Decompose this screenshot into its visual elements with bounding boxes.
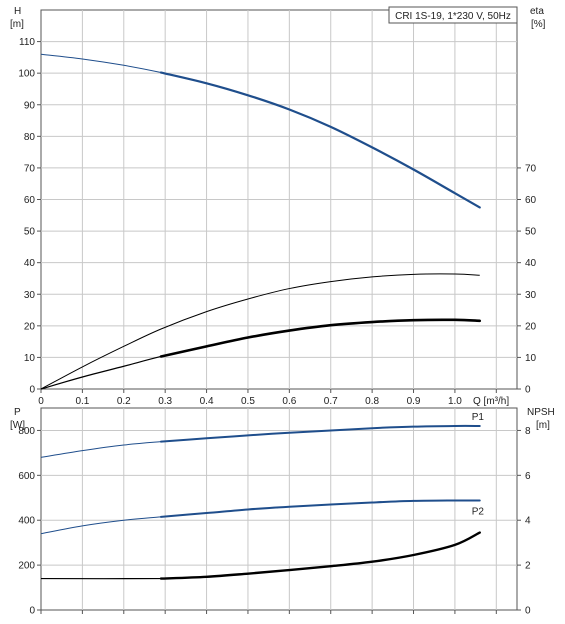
y-tick-label-left: 0 — [29, 606, 35, 617]
series-duty-P2 — [160, 499, 481, 518]
series-label-P2: P2 — [472, 506, 485, 517]
y-tick-label-left: 0 — [29, 385, 35, 396]
x-tick-label: 0.6 — [282, 396, 296, 407]
x-tick-label: 0 — [38, 396, 44, 407]
y-tick-label-left: 50 — [24, 227, 36, 238]
y-tick-label-right: 8 — [525, 426, 531, 437]
title-box — [388, 6, 518, 24]
y-tick-label-left: 200 — [18, 561, 35, 572]
y-axis-unit-left: [m] — [10, 19, 24, 30]
y-axis-label-left: H — [14, 6, 21, 17]
y-tick-label-right: 40 — [525, 258, 537, 269]
y-axis-unit-right: [%] — [531, 19, 546, 30]
series-duty-head — [159, 71, 481, 209]
x-tick-label: 0.8 — [365, 396, 379, 407]
chart-title: CRI 1S-19, 1*230 V, 50Hz — [395, 11, 511, 22]
y-axis-label-right: NPSH — [527, 407, 555, 418]
series-duty-efficiency-thick — [159, 318, 482, 358]
y-axis-unit-right: [m] — [536, 420, 550, 431]
x-tick-label: 1.0 — [448, 396, 462, 407]
x-axis-label: Q [m³/h] — [473, 396, 509, 407]
y-tick-label-left: 100 — [18, 69, 35, 80]
y-tick-label-right: 6 — [525, 471, 531, 482]
y-tick-label-left: 70 — [24, 163, 36, 174]
y-tick-label-left: 110 — [19, 37, 35, 48]
y-tick-label-left: 40 — [24, 258, 36, 269]
x-tick-label: 0.2 — [117, 396, 131, 407]
power-npsh-chart: 0 200 400 600 800 0 2 4 6 8 P1 P2 P [W] NPSH [m] — [10, 407, 555, 617]
y-tick-label-left: 400 — [18, 516, 35, 527]
y-tick-label-right: 70 — [525, 163, 537, 174]
y-tick-label-left: 800 — [18, 426, 35, 437]
series-duty-P1 — [160, 424, 481, 443]
y-tick-label-right: 10 — [525, 353, 537, 364]
series-duty-npsh — [159, 531, 481, 580]
y-tick-label-right: 50 — [525, 227, 537, 238]
y-tick-label-left: 10 — [24, 353, 36, 364]
series-label-P1: P1 — [472, 412, 485, 423]
y-tick-label-right: 30 — [525, 290, 537, 301]
y-tick-label-left: 20 — [24, 321, 36, 332]
x-tick-label: 0.1 — [75, 396, 89, 407]
x-tick-label: 0.4 — [200, 396, 214, 407]
y-tick-label-left: 30 — [24, 290, 36, 301]
x-tick-label: 0.3 — [158, 396, 172, 407]
y-tick-label-right: 60 — [525, 195, 537, 206]
y-tick-label-left: 90 — [24, 100, 36, 111]
x-tick-label: 0.9 — [407, 396, 421, 407]
x-tick-label: 0.7 — [324, 396, 338, 407]
plot-frame — [40, 407, 518, 611]
y-tick-label-right: 2 — [525, 561, 531, 572]
y-tick-label-left: 600 — [18, 471, 35, 482]
y-axis-unit-left: [W] — [10, 420, 25, 431]
y-tick-label-left: 80 — [24, 132, 36, 143]
y-tick-label-right: 4 — [525, 516, 531, 527]
y-tick-label-left: 60 — [24, 195, 36, 206]
y-tick-label-right: 0 — [525, 385, 531, 396]
x-tick-label: 0.5 — [241, 396, 255, 407]
series-line-efficiency-thin — [40, 273, 480, 390]
y-axis-label-left: P — [14, 407, 21, 418]
y-axis-label-right: eta — [530, 6, 544, 17]
head-efficiency-chart: 0 10 20 30 40 50 60 70 80 90 100 110 0 10 20 30 40 50 60 70… — [10, 6, 546, 407]
y-tick-label-right: 20 — [525, 321, 537, 332]
y-tick-label-right: 0 — [525, 606, 531, 617]
